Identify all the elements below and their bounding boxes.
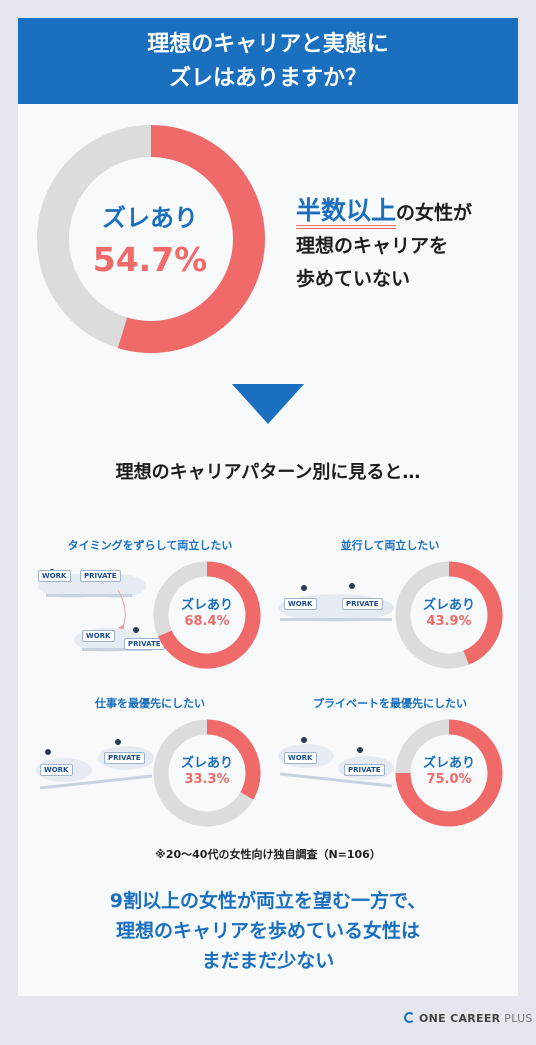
pattern-title-parallel: 並行して両立したい bbox=[340, 539, 440, 552]
donut-percent-work-first: 33.3% bbox=[184, 772, 230, 787]
work-badge: WORK bbox=[284, 598, 317, 610]
private-badge: PRIVATE bbox=[342, 598, 383, 610]
tagline-line2: 理想のキャリアを bbox=[296, 235, 449, 257]
main-donut-label: ズレあり bbox=[102, 204, 198, 232]
brand-logo: ONE CAREER PLUS bbox=[404, 1012, 533, 1025]
donut-label-timing: ズレあり bbox=[180, 598, 233, 613]
logo-brand: ONE CAREER bbox=[419, 1012, 501, 1025]
donut-chart-timing bbox=[153, 561, 261, 669]
header-title-line1: 理想のキャリアと実態に bbox=[147, 32, 389, 57]
donut-label-private-first: ズレあり bbox=[422, 756, 475, 771]
donut-chart-parallel bbox=[395, 561, 503, 669]
donut-segment bbox=[395, 719, 503, 827]
donut-percent-parallel: 43.9% bbox=[426, 614, 472, 629]
donut-segment bbox=[158, 561, 261, 669]
main-donut-chart bbox=[37, 125, 265, 353]
donut-percent-timing: 68.4% bbox=[184, 614, 230, 629]
donut-segment bbox=[448, 561, 503, 665]
main-donut-segment bbox=[117, 125, 265, 353]
main-tagline: 半数以上の女性が 理想のキャリアを 歩めていない bbox=[296, 194, 472, 296]
header-title-line2: ズレはありますか？ bbox=[168, 66, 367, 91]
conclusion-line3: まだまだ少ない bbox=[201, 950, 335, 972]
tagline-highlight: 半数以上 bbox=[296, 196, 397, 229]
pattern-title-private-first: プライベートを最優先にしたい bbox=[313, 697, 467, 710]
conclusion-text: 9割以上の女性が両立を望む一方で、 理想のキャリアを歩めている女性は まだまだ少… bbox=[0, 886, 536, 976]
private-badge: PRIVATE bbox=[344, 764, 385, 776]
work-badge: WORK bbox=[40, 764, 73, 776]
donut-chart-private-first bbox=[395, 719, 503, 827]
conclusion-line2: 理想のキャリアを歩めている女性は bbox=[115, 920, 420, 942]
donut-label-parallel: ズレあり bbox=[422, 598, 475, 613]
pattern-title-work-first: 仕事を最優先にしたい bbox=[95, 697, 205, 710]
conclusion-line1: 9割以上の女性が両立を望む一方で、 bbox=[109, 890, 427, 912]
private-badge: PRIVATE bbox=[80, 570, 121, 582]
work-badge: WORK bbox=[284, 752, 317, 764]
logo-icon bbox=[404, 1012, 415, 1023]
donut-chart-work-first bbox=[153, 719, 261, 827]
logo-plus: PLUS bbox=[504, 1012, 533, 1025]
work-badge: WORK bbox=[82, 630, 115, 642]
pattern-title-timing: タイミングをずらして両立したい bbox=[67, 539, 233, 552]
donut-percent-private-first: 75.0% bbox=[426, 772, 472, 787]
infographic-card bbox=[18, 18, 518, 996]
survey-note: ※20〜40代の女性向け独自調査（N=106） bbox=[155, 848, 381, 861]
down-arrow-icon bbox=[232, 384, 304, 424]
header-banner: 理想のキャリアと実態に ズレはありますか？ bbox=[18, 18, 518, 104]
tagline-rest: の女性が bbox=[396, 202, 473, 224]
work-badge: WORK bbox=[38, 570, 71, 582]
pattern-subheading: 理想のキャリアパターン別に見ると… bbox=[115, 462, 421, 483]
tagline-line3: 歩めていない bbox=[296, 268, 411, 290]
main-donut-percent: 54.7% bbox=[92, 240, 208, 279]
private-badge: PRIVATE bbox=[104, 752, 145, 764]
donut-label-work-first: ズレあり bbox=[180, 756, 233, 771]
donut-segment bbox=[206, 719, 261, 800]
